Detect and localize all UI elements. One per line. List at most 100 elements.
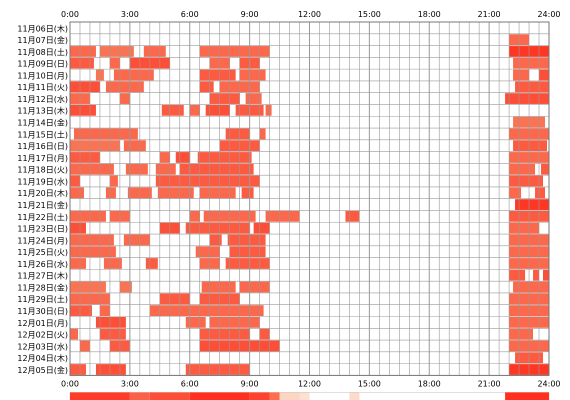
activity-cell bbox=[123, 140, 146, 152]
activity-cell bbox=[70, 281, 106, 293]
row-label: 11月06日(木) bbox=[17, 23, 68, 33]
activity-cell bbox=[515, 81, 549, 93]
activity-cell bbox=[541, 163, 549, 175]
activity-cell bbox=[195, 246, 220, 258]
activity-cell bbox=[70, 163, 114, 175]
x-axis-bottom-ticks: 0:00 3:00 6:00 9:00 12:00 15:00 18:00 21:00 24:0… bbox=[61, 379, 561, 388]
activity-cell bbox=[123, 234, 150, 246]
activity-cell bbox=[199, 69, 236, 81]
activity-cell bbox=[201, 281, 236, 293]
x-tick-label-top: 6:00 bbox=[181, 10, 199, 19]
activity-cell bbox=[199, 328, 250, 340]
activity-cell bbox=[509, 269, 526, 281]
row-label: 11月20日(木) bbox=[17, 188, 68, 198]
activity-cell bbox=[185, 222, 250, 234]
activity-cell bbox=[245, 93, 262, 104]
activity-cell bbox=[70, 152, 100, 163]
activity-cell bbox=[265, 104, 272, 116]
activity-cell bbox=[265, 210, 300, 222]
x-tick-label-bottom: 12:00 bbox=[298, 379, 321, 388]
activity-cell bbox=[539, 69, 549, 81]
row-label: 12月02日(火) bbox=[17, 331, 68, 340]
row-label: 11月24日(月) bbox=[17, 236, 68, 245]
row-label: 12月03日(水) bbox=[17, 341, 68, 351]
row-label: 12月01日(月) bbox=[17, 319, 68, 328]
activity-cell bbox=[70, 246, 116, 258]
activity-cell bbox=[109, 57, 120, 69]
x-tick-label-top: 24:00 bbox=[537, 10, 560, 19]
activity-cell bbox=[199, 187, 236, 199]
row-label: 11月16日(日) bbox=[17, 142, 68, 151]
x-tick-label-bottom: 0:00 bbox=[61, 379, 79, 388]
chart-grid bbox=[69, 21, 550, 376]
row-label: 11月30日(日) bbox=[17, 307, 68, 316]
activity-cell bbox=[70, 210, 106, 222]
row-label: 11月22日(土) bbox=[17, 212, 68, 222]
activity-cell bbox=[70, 140, 120, 152]
x-tick-label-bottom: 3:00 bbox=[121, 379, 139, 388]
row-label: 11月23日(日) bbox=[17, 225, 68, 234]
x-axis-top-ticks: 0:00 3:00 6:00 9:00 12:00 15:00 18:00 21:00 24:0… bbox=[61, 10, 561, 19]
activity-cell bbox=[105, 187, 116, 199]
density-strip-segment bbox=[189, 392, 250, 400]
x-tick-label-top: 3:00 bbox=[121, 10, 139, 19]
row-label: 11月08日(土) bbox=[17, 47, 68, 57]
activity-cell bbox=[209, 93, 240, 104]
x-tick-label-top: 9:00 bbox=[241, 10, 259, 19]
activity-cell bbox=[199, 46, 270, 57]
activity-cell bbox=[509, 328, 534, 340]
activity-cell bbox=[70, 81, 100, 93]
row-label: 11月14日(金) bbox=[17, 118, 68, 128]
x-tick-label-bottom: 9:00 bbox=[241, 379, 259, 388]
activity-cell bbox=[125, 163, 148, 175]
activity-cell bbox=[259, 328, 270, 340]
activity-cell bbox=[95, 317, 126, 328]
activity-cell bbox=[95, 364, 126, 375]
activity-cell bbox=[509, 175, 544, 187]
activity-cell bbox=[509, 187, 522, 199]
density-strip-segment bbox=[299, 392, 310, 400]
activity-cell bbox=[513, 69, 530, 81]
density-strip-segment bbox=[129, 392, 150, 400]
activity-cell bbox=[99, 46, 134, 57]
activity-cell bbox=[70, 328, 78, 340]
activity-cell bbox=[161, 104, 184, 116]
x-tick-label-bottom: 6:00 bbox=[181, 379, 199, 388]
activity-cell bbox=[513, 57, 549, 69]
activity-cell bbox=[145, 258, 158, 269]
activity-cell bbox=[113, 69, 154, 81]
activity-cell bbox=[535, 187, 546, 199]
row-label: 11月07日(金) bbox=[17, 35, 68, 45]
activity-cell bbox=[227, 234, 266, 246]
activity-cell bbox=[159, 152, 170, 163]
density-strip-segment bbox=[505, 392, 549, 400]
row-label: 11月17日(月) bbox=[17, 154, 68, 163]
activity-cell bbox=[119, 93, 130, 104]
activity-cell bbox=[175, 152, 190, 163]
activity-cell bbox=[155, 163, 176, 175]
activity-cell bbox=[205, 104, 230, 116]
activity-cell bbox=[70, 104, 96, 116]
row-label: 11月21日(金) bbox=[17, 200, 68, 210]
activity-cell bbox=[509, 222, 540, 234]
activity-cell bbox=[103, 258, 122, 269]
activity-cell bbox=[79, 340, 90, 352]
activity-cell bbox=[505, 93, 549, 104]
activity-cell bbox=[189, 210, 200, 222]
activity-cell bbox=[515, 199, 549, 210]
row-label: 11月18日(火) bbox=[17, 166, 68, 175]
density-strip-segment bbox=[349, 392, 360, 400]
activity-cell bbox=[105, 81, 144, 93]
activity-cell bbox=[70, 305, 92, 316]
row-label: 11月10日(月) bbox=[17, 71, 68, 80]
activity-cell bbox=[70, 222, 86, 234]
x-tick-label-bottom: 21:00 bbox=[478, 379, 501, 388]
activity-cell bbox=[119, 281, 132, 293]
row-label: 11月28日(金) bbox=[17, 282, 68, 292]
activity-cell bbox=[179, 163, 254, 175]
density-strip-segment bbox=[249, 392, 270, 400]
row-label: 11月09日(日) bbox=[17, 60, 68, 69]
x-tick-label-top: 0:00 bbox=[61, 10, 79, 19]
activity-cell bbox=[509, 163, 536, 175]
